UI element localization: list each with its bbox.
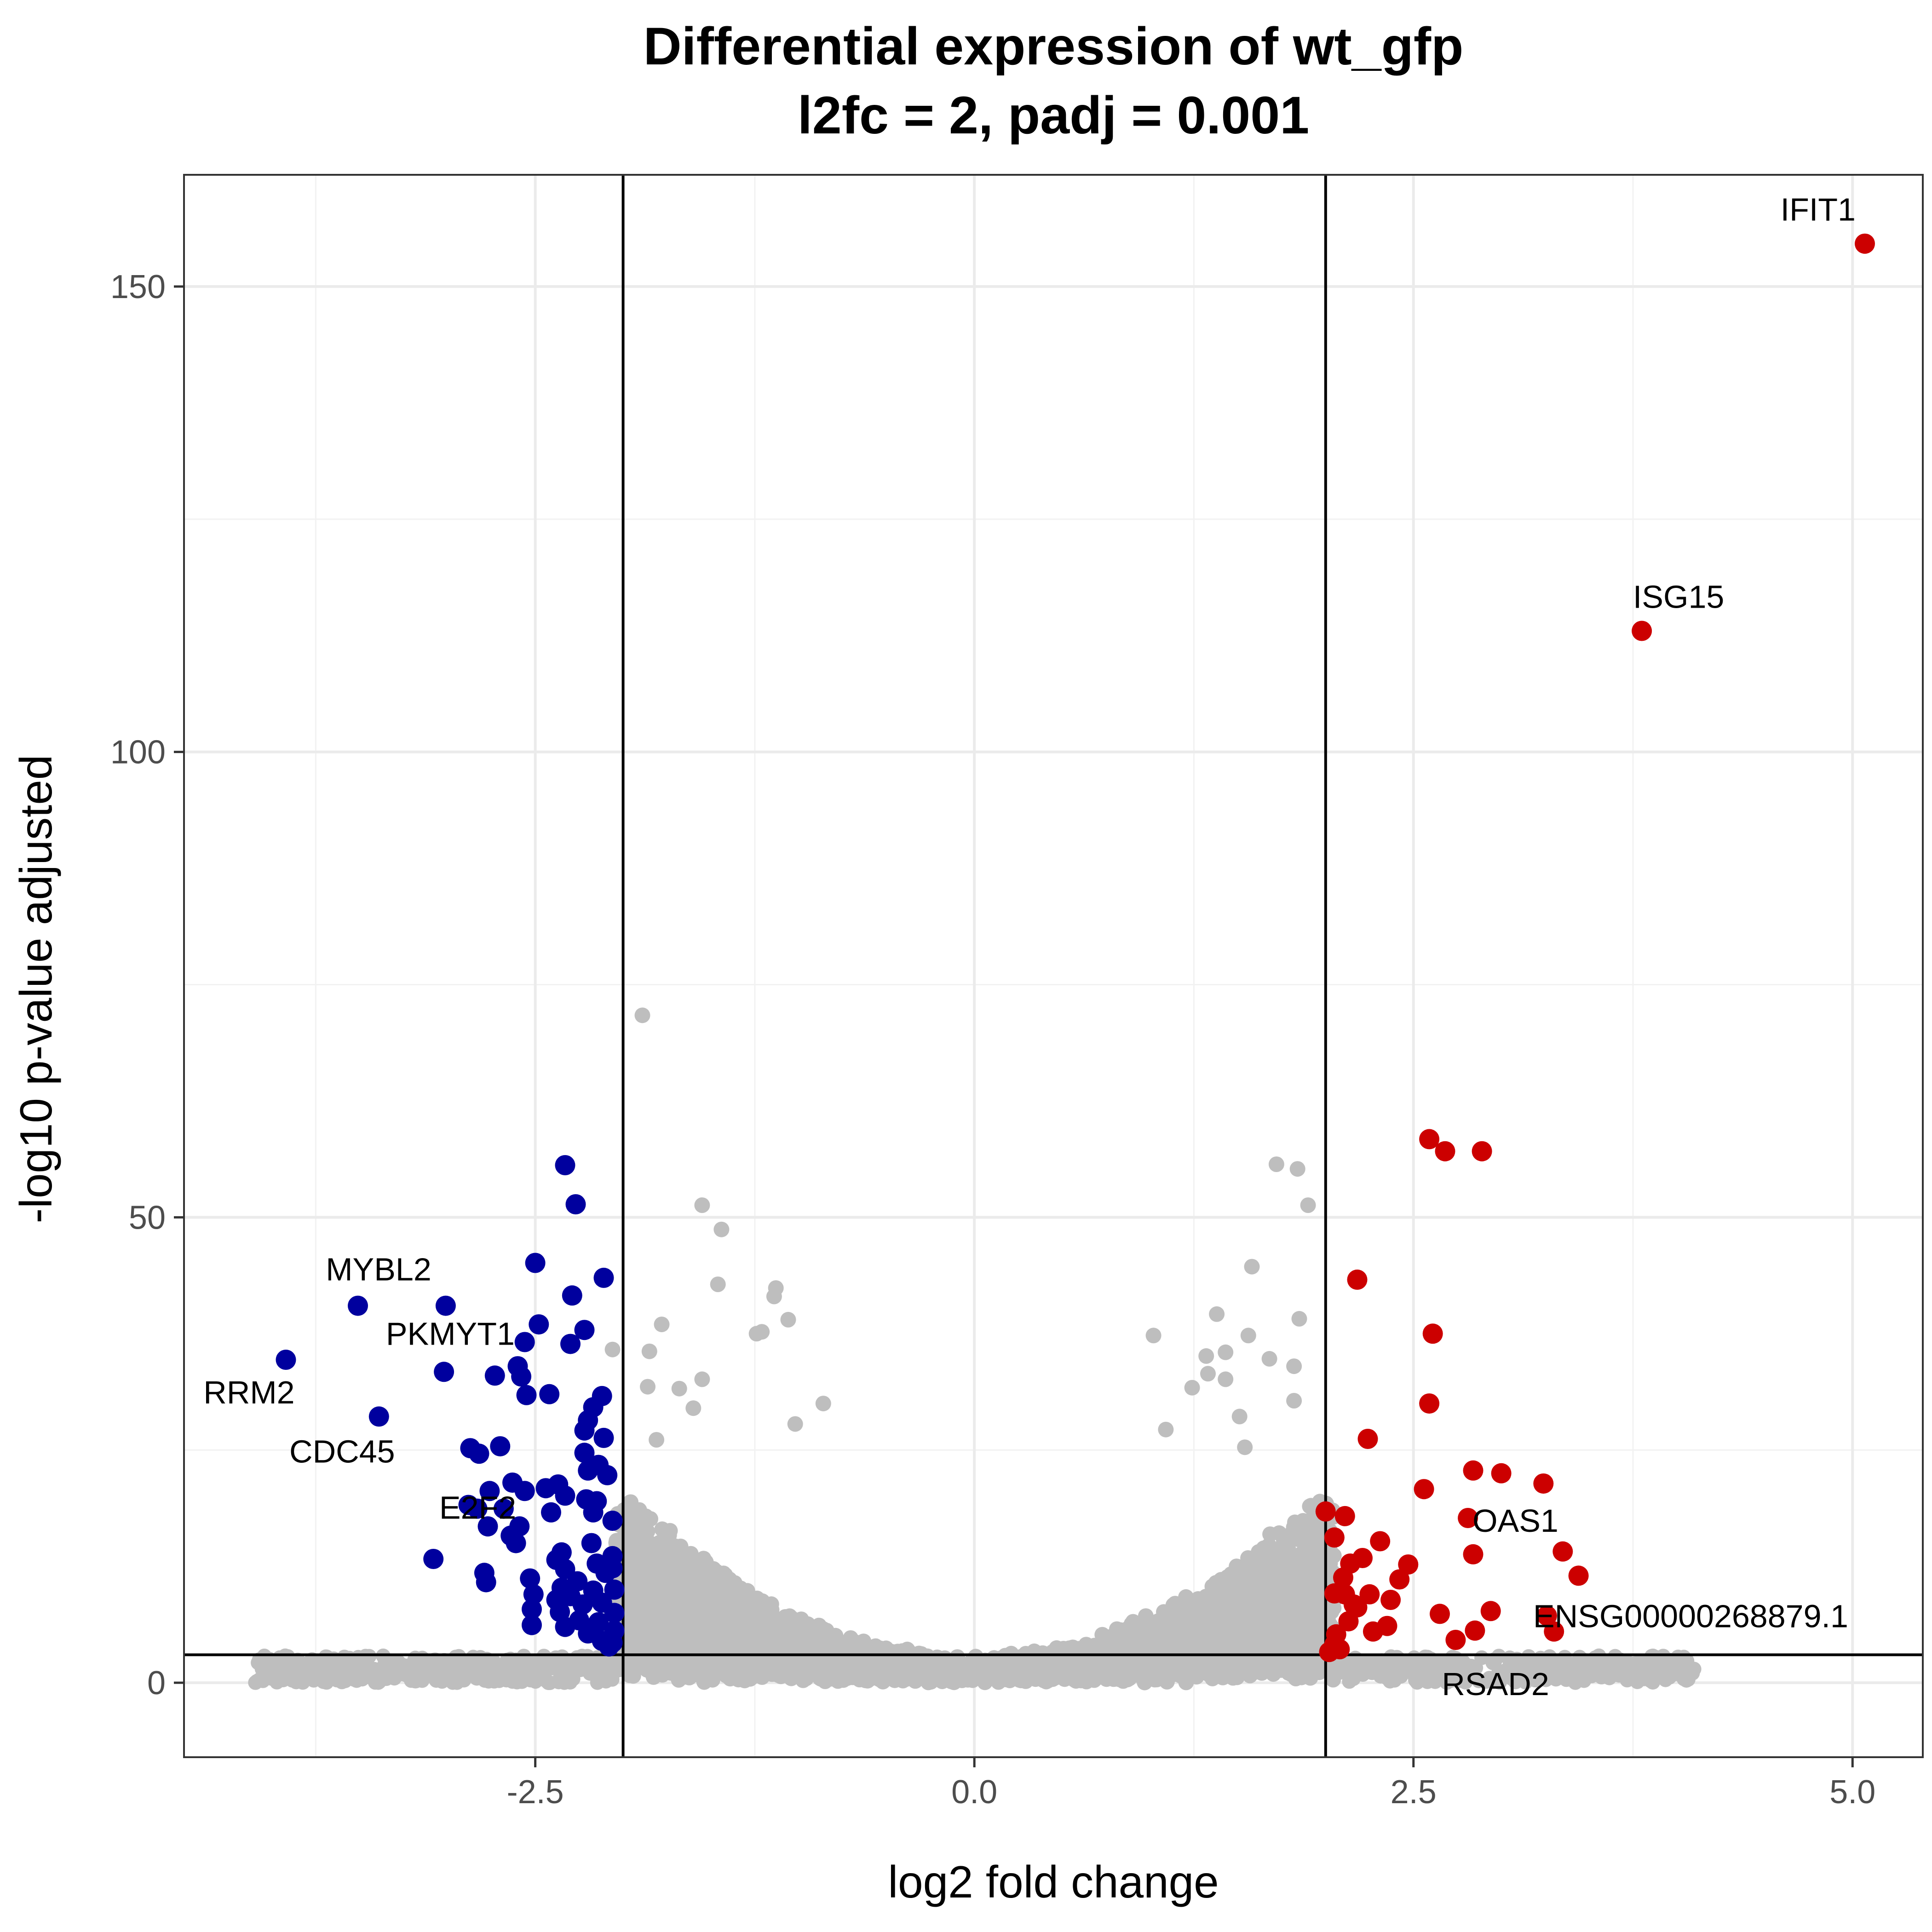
gene-point-ns <box>723 1664 739 1680</box>
gene-point-ns <box>671 1672 687 1688</box>
gene-point-ns <box>691 1667 707 1683</box>
gene-point-ns <box>1273 1546 1289 1562</box>
chart-subtitle: l2fc = 2, padj = 0.001 <box>798 86 1309 145</box>
gene-point-ns <box>649 1586 665 1602</box>
gene-point-ns <box>662 1523 678 1539</box>
gene-point-ns <box>1298 1517 1313 1533</box>
gene-point-ns <box>640 1617 656 1633</box>
gene-point-ns <box>1088 1655 1104 1670</box>
gene-point-ns <box>1303 1553 1318 1570</box>
gene-point-ns <box>1244 1577 1260 1593</box>
gene-point-ns <box>644 1561 660 1577</box>
gene-point-ns <box>1242 1668 1258 1684</box>
gene-point-ns <box>1271 1525 1287 1541</box>
gene-point-ns <box>1298 1529 1314 1545</box>
gene-point-ns <box>687 1576 703 1593</box>
gene-point-ns <box>1251 1593 1267 1609</box>
gene-point-ns <box>1276 1598 1293 1614</box>
gene-point-ns <box>1294 1656 1310 1672</box>
gene-point-ns <box>706 1561 721 1577</box>
gene-point-ns <box>639 1662 655 1678</box>
chart-title: Differential expression of wt_gfp <box>644 17 1464 76</box>
gene-point-ns <box>777 1609 794 1625</box>
gene-point-ns <box>639 1524 656 1540</box>
